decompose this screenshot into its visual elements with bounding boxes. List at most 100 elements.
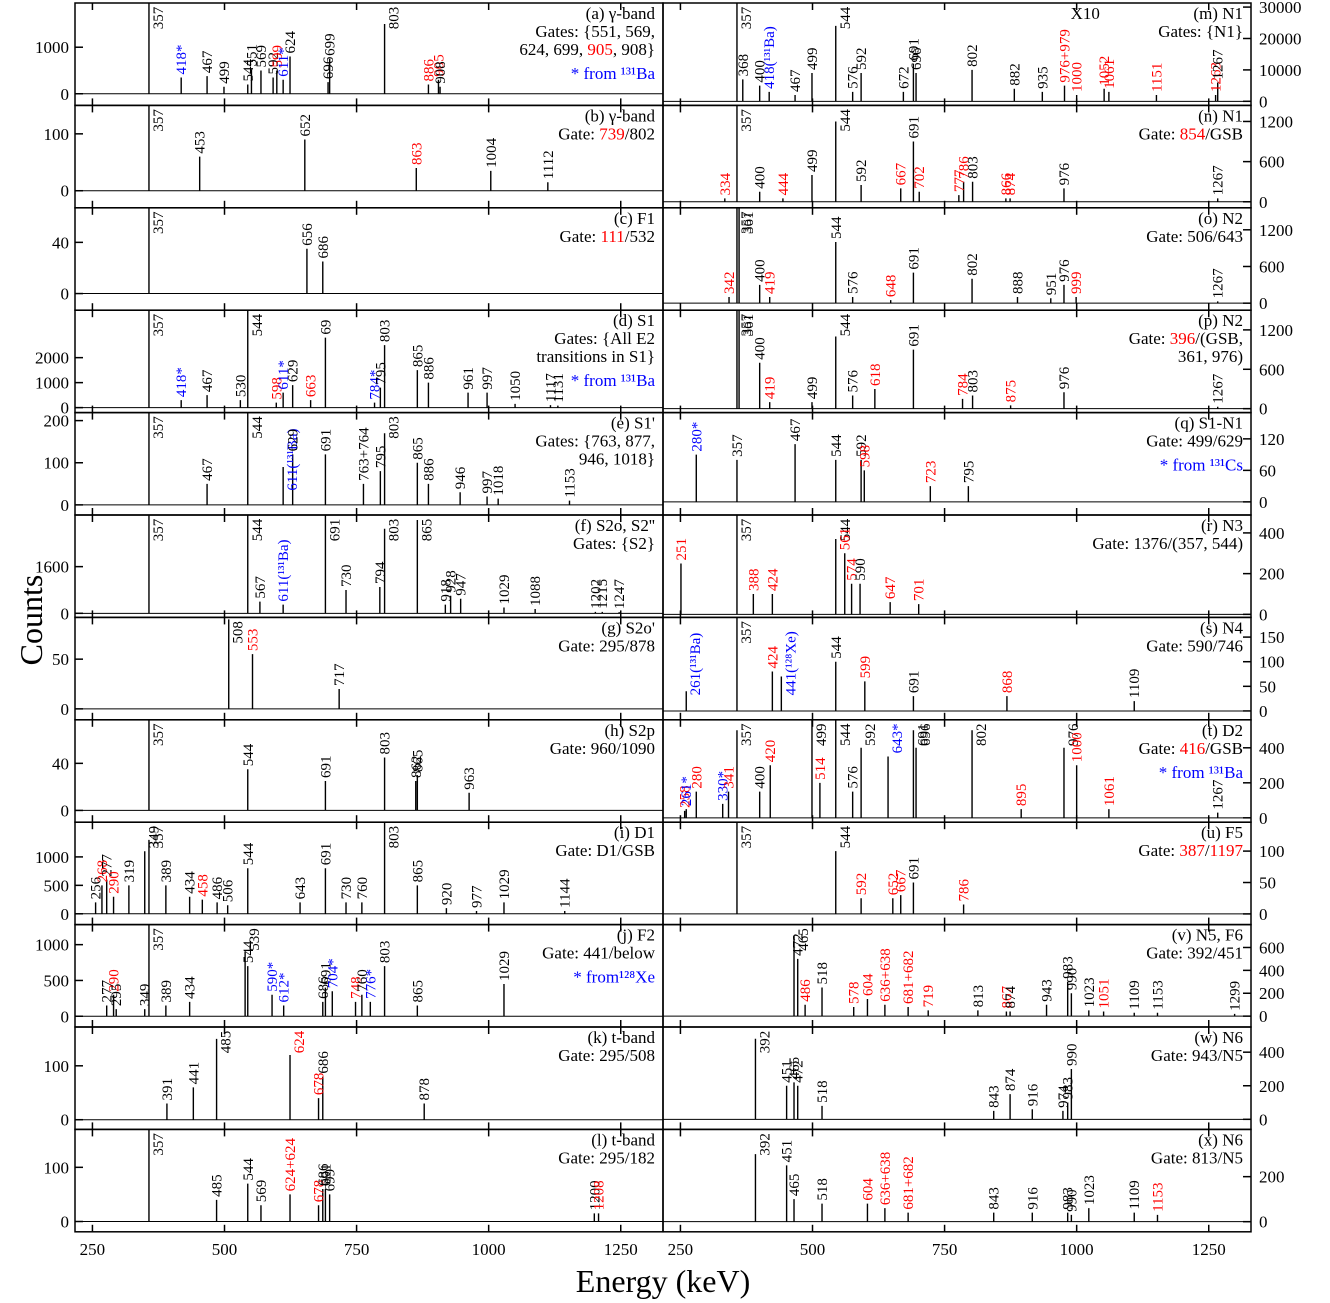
panel-title: (a) γ-band [586,4,656,23]
peak-label: 1247 [612,579,628,610]
x-axis-label: Energy (keV) [576,1263,750,1299]
title-segment: Gates: {N1} [1158,22,1243,41]
peak-label: 357 [151,825,167,848]
peak-label: 629 [286,360,302,383]
peak-label: 518 [815,1178,831,1201]
x-tick-label: 250 [668,1240,694,1259]
peak-label: 357 [151,1133,167,1156]
peak-label: 786 [957,156,973,179]
peak-label: 1029 [497,869,513,899]
peak-label: 544 [250,518,266,541]
peak-label: 592 [854,873,870,896]
y-tick-label: 600 [1259,153,1285,172]
peak-label: 624 [292,1030,308,1053]
peak-label: 611* [276,360,292,389]
peak-label: 803 [387,416,403,439]
plot-area [75,3,663,95]
y-tick-label: 0 [61,285,70,304]
peak-label: 592 [854,160,870,183]
peak-label: 1144 [558,878,574,908]
peak-label: 256 [89,876,105,899]
title-segment: (g) S2o' [601,618,655,637]
panel-title: Gate: 111/532 [559,227,655,246]
y-axis-label: Counts [13,575,49,666]
peak-label: 803 [387,7,403,30]
title-segment: Gate: 295/182 [558,1148,655,1167]
plot-area [663,617,1251,712]
peak-label: 357 [151,416,167,439]
peak-label: 611(¹³¹Ba) [276,539,292,601]
y-tick-label: 0 [61,700,70,719]
plot-area [663,719,1251,819]
peak-label: 974 [1056,1085,1072,1108]
panel-title: (r) N3 [1201,516,1243,535]
peak-label: 652 [886,873,902,896]
title-segment: Gate: 1376/(357, 544) [1092,534,1243,553]
peak-label: 1267 [1211,165,1227,196]
peak-label: 795 [961,461,977,484]
peak-label: 656 [300,223,316,246]
peak-label: 618 [868,363,884,386]
peak-label: 458 [195,874,211,897]
peak-label: 544 [250,313,266,336]
peak-label: 1267 [1211,373,1227,404]
peak-label: 342 [722,272,738,295]
peak-label: 357 [730,434,746,457]
peak-label: 1299 [1228,981,1244,1011]
peak-label: 686 [316,976,332,999]
y-tick-label: 60 [1259,461,1276,480]
title-segment: (j) F2 [617,926,655,945]
peak-label: 590 [853,558,869,581]
peak-label: 388 [746,568,762,591]
title-segment: (a) γ-band [586,4,656,23]
peak-label: 389 [159,980,175,1003]
peak-label: 1061 [1102,59,1118,89]
title-segment: 387 [1179,841,1205,860]
peak-label: 467 [200,458,216,481]
peak-label: 357 [739,313,755,336]
peak-label: 1263 [1209,62,1225,92]
peak-label: 1202 [588,579,604,609]
panel-title: Gate: 943/N5 [1151,1046,1243,1065]
y-tick-label: 0 [61,85,70,104]
title-segment: 739 [599,124,625,143]
y-tick-label: 600 [1259,938,1285,957]
plot-area [663,822,1251,915]
peak-label: 518 [815,1080,831,1103]
title-segment: (x) N6 [1198,1130,1243,1149]
peak-label: 983 [1061,956,1077,979]
peak-label: 434 [183,976,199,999]
x-tick-label: 500 [212,1240,238,1259]
peak-label: 424 [765,646,781,669]
peak-label: 691 [906,247,922,270]
peak-label: 691 [906,116,922,139]
x-tick-label: 1000 [472,1240,506,1259]
plot-area [75,207,663,295]
panel-note: * from ¹³¹Ba [1159,763,1244,782]
peak-label: 319 [122,860,138,883]
peak-label: 465 [787,1174,803,1197]
peak-label: 763+764 [356,427,372,481]
peak-label: 499 [805,377,821,400]
panel-title: Gate: 590/746 [1146,636,1243,655]
panel-title: Gate: 295/878 [558,636,655,655]
peak-label: 392 [757,1133,773,1156]
peak-label: 943 [1040,979,1056,1002]
panel-title: (g) S2o' [601,618,655,637]
y-tick-label: 0 [61,182,70,201]
title-segment: (w) N6 [1194,1028,1243,1047]
panel-title: (d) S1 [613,311,655,330]
y-tick-label: 0 [1259,1007,1268,1026]
peak-label: 723 [923,461,939,484]
peak-label: 895 [1014,784,1030,807]
peak-label: 1000 [1070,62,1086,92]
peak-label: 691 [915,724,931,747]
plot-area [75,719,663,811]
title-segment: (b) γ-band [585,106,656,125]
panel-title: Gate: 392/451 [1146,944,1243,963]
peak-label: 69 [318,320,334,335]
peak-label: 499 [805,150,821,173]
